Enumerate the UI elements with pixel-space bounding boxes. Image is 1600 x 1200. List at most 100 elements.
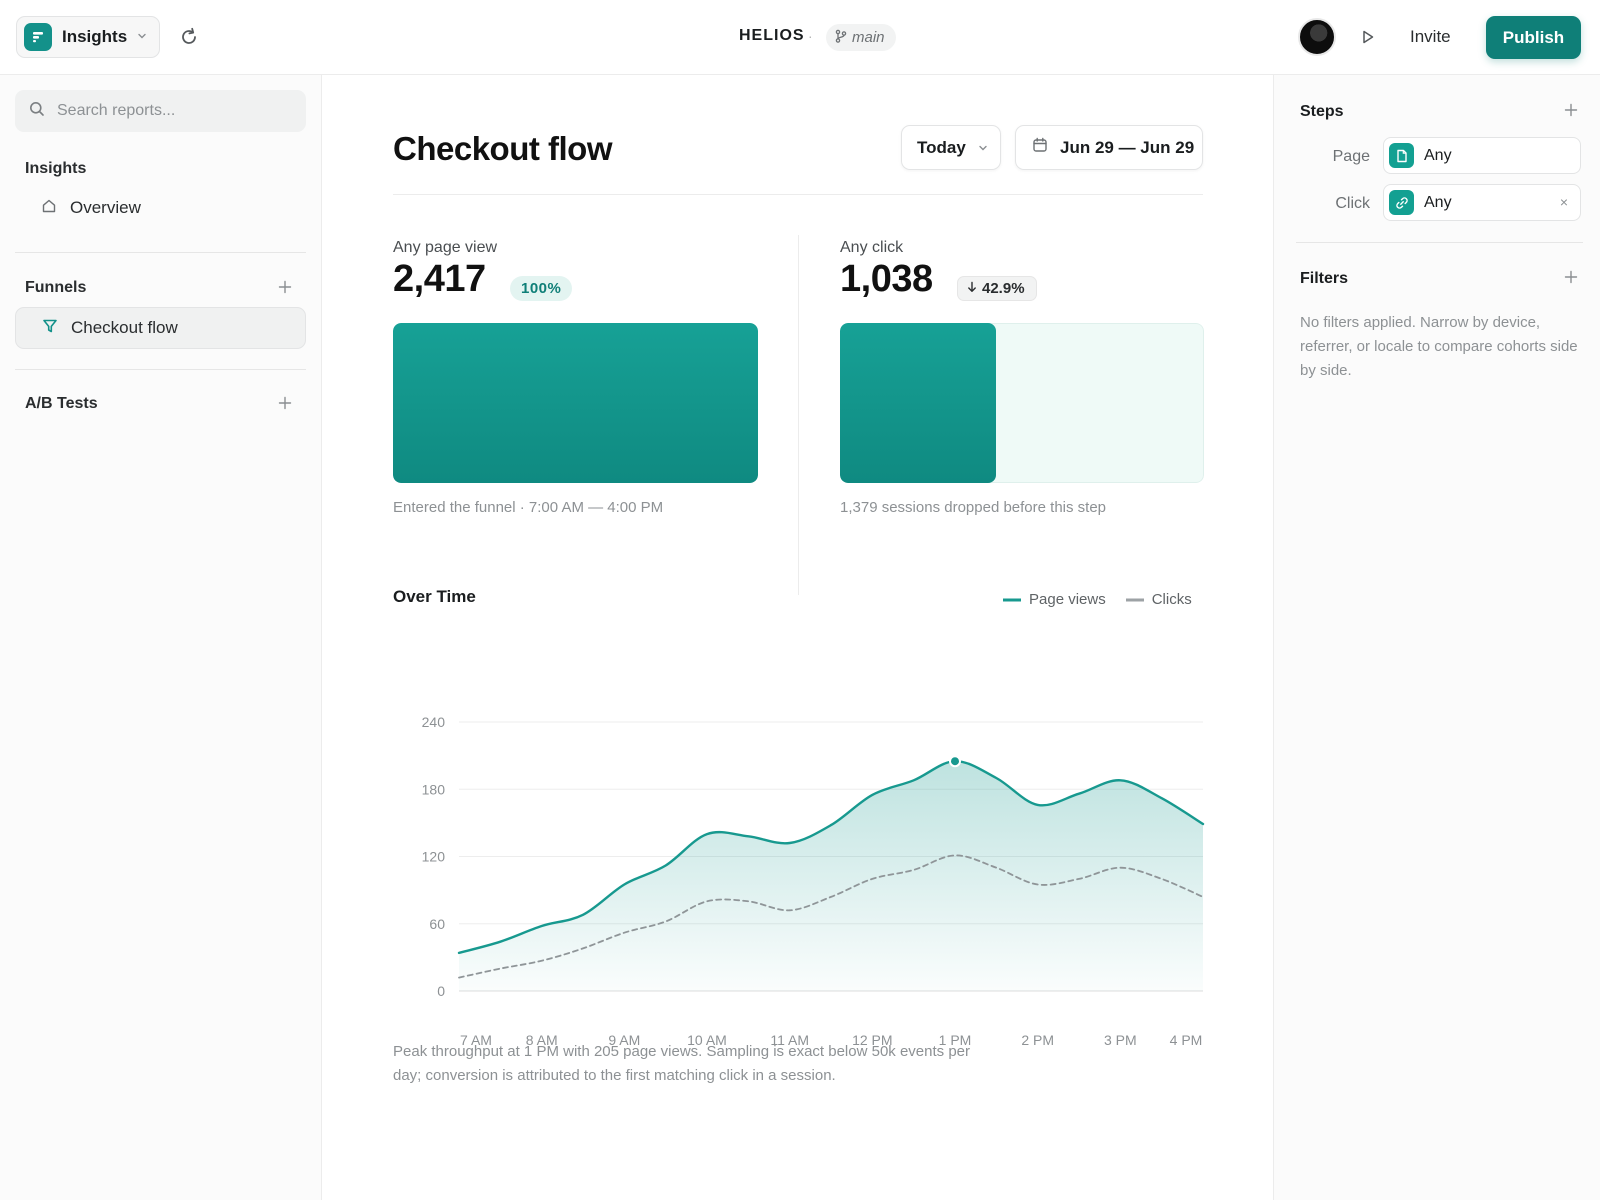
series-line-clicks xyxy=(458,854,1204,979)
legend-swatch xyxy=(1125,598,1144,601)
add-ab-test-icon[interactable] xyxy=(277,395,293,411)
legend-label: Page views xyxy=(1029,591,1106,608)
x-tick-label: 12 PM xyxy=(852,1032,892,1048)
sidebar-item-checkout-flow[interactable]: Checkout flow xyxy=(15,307,306,349)
avatar[interactable] xyxy=(1298,18,1336,56)
sidebar-item-overview[interactable]: Overview xyxy=(15,187,306,229)
main-content: Checkout flow Today Jun 29 — Jun 29 Any … xyxy=(323,75,1273,1200)
x-tick-label: 8 AM xyxy=(526,1032,558,1048)
funnel-bar[interactable] xyxy=(393,323,758,483)
legend-swatch xyxy=(1003,598,1021,601)
funnel-bar-fill xyxy=(840,323,997,483)
series-area-page-views xyxy=(459,761,1203,991)
insights-logo-icon xyxy=(24,23,52,51)
section-title-insights: Insights xyxy=(25,160,87,177)
clear-icon[interactable]: × xyxy=(1559,194,1568,210)
home-icon xyxy=(41,198,57,219)
app-switcher[interactable]: Insights xyxy=(16,16,160,58)
legend-item-clicks[interactable]: Clicks xyxy=(1125,591,1192,608)
sidebar-item-label: Overview xyxy=(70,198,141,217)
chart-note: Peak throughput at 1 PM with 205 page vi… xyxy=(393,1043,970,1084)
period-label: Today xyxy=(917,137,966,157)
refresh-icon[interactable] xyxy=(178,26,200,48)
over-time-chart: 0 60 120 180 240 7 AM 8 AM 9 AM 10 AM 11 AM 12 PM 1… xyxy=(422,714,1205,1048)
x-tick-label: 4 PM xyxy=(1170,1032,1203,1048)
chart-legend: Page views Clicks xyxy=(1003,591,1192,608)
dropoff-badge-text: 42.9% xyxy=(982,280,1025,297)
link-icon xyxy=(1389,190,1414,215)
series-line-page-views xyxy=(457,759,1205,955)
x-tick-label: 3 PM xyxy=(1104,1032,1137,1048)
step-label: Any page view xyxy=(393,239,498,256)
y-tick-label: 120 xyxy=(422,849,446,865)
sidebar-item-label: Checkout flow xyxy=(71,318,178,337)
divider xyxy=(393,194,1203,195)
step-note: 1,379 sessions dropped before this step xyxy=(840,499,1107,516)
arrow-down-icon xyxy=(967,280,977,297)
legend-label: Clicks xyxy=(1151,591,1192,608)
step-value: 2,417 xyxy=(393,258,486,300)
y-tick-label: 240 xyxy=(422,714,446,730)
x-tick-label: 10 AM xyxy=(687,1032,727,1048)
y-tick-label: 180 xyxy=(422,781,446,797)
search-input[interactable] xyxy=(57,102,287,120)
step-field-label: Page xyxy=(1332,148,1370,165)
step-page-select[interactable]: Any xyxy=(1383,137,1581,174)
x-tick-label: 7 AM xyxy=(460,1032,492,1048)
divider xyxy=(15,252,306,253)
divider xyxy=(798,235,799,595)
y-tick-label: 60 xyxy=(429,916,445,932)
chevron-down-icon xyxy=(137,31,147,44)
add-funnel-icon[interactable] xyxy=(277,279,293,295)
divider xyxy=(1296,242,1583,243)
chevron-down-icon xyxy=(978,138,988,158)
divider xyxy=(15,369,306,370)
step-note: Entered the funnel · 7:00 AM — 4:00 PM xyxy=(393,499,664,516)
funnel-icon xyxy=(42,318,58,339)
y-tick-label: 0 xyxy=(437,983,445,999)
step-field-value: Any xyxy=(1424,146,1452,164)
invite-button[interactable]: Invite xyxy=(1410,27,1451,46)
branch-badge[interactable]: main xyxy=(826,24,896,51)
period-select[interactable]: Today xyxy=(901,125,1001,170)
date-range-picker[interactable]: Jun 29 — Jun 29 xyxy=(1015,125,1203,170)
add-filter-icon[interactable] xyxy=(1563,269,1579,285)
search-box[interactable] xyxy=(15,90,306,132)
add-step-icon[interactable] xyxy=(1563,102,1579,118)
legend-item-page-views[interactable]: Page views xyxy=(1003,591,1106,608)
project-name: HELIOS xyxy=(739,27,805,44)
dropoff-badge: 42.9% xyxy=(957,276,1037,301)
steps-title: Steps xyxy=(1300,103,1344,120)
x-tick-label: 11 AM xyxy=(770,1032,809,1048)
step-field-label: Click xyxy=(1335,195,1370,212)
step-click-select[interactable]: Any × xyxy=(1383,184,1581,221)
filters-empty-note: No filters applied. Narrow by device, re… xyxy=(1300,314,1578,379)
step-field-value: Any xyxy=(1424,193,1452,211)
x-tick-label: 9 AM xyxy=(608,1032,640,1048)
x-tick-label: 2 PM xyxy=(1021,1032,1054,1048)
calendar-icon xyxy=(1032,137,1048,158)
right-panel: Steps Page Any Click Any × Filters No fi… xyxy=(1273,75,1600,1200)
section-title-ab-tests: A/B Tests xyxy=(25,395,98,412)
conversion-badge: 100% xyxy=(510,276,573,301)
funnel-bar-fill xyxy=(393,323,758,483)
page-icon xyxy=(1389,143,1414,168)
funnel-bar[interactable] xyxy=(840,323,1204,483)
step-value: 1,038 xyxy=(840,258,933,300)
step-label: Any click xyxy=(840,239,904,256)
publish-button[interactable]: Publish xyxy=(1486,16,1581,59)
highlight-point xyxy=(949,755,961,768)
play-icon[interactable] xyxy=(1360,29,1376,45)
date-range-label: Jun 29 — Jun 29 xyxy=(1060,137,1195,157)
app-name: Insights xyxy=(62,27,128,46)
top-bar: Insights HELIOS · main Invite Publish xyxy=(0,0,1600,75)
filters-title: Filters xyxy=(1300,270,1349,287)
separator: · xyxy=(808,28,813,44)
page-title: Checkout flow xyxy=(393,130,613,167)
branch-icon xyxy=(835,29,847,47)
x-tick-label: 1 PM xyxy=(939,1032,972,1048)
sidebar: Insights Overview Funnels Checkout flow … xyxy=(0,75,322,1200)
search-icon xyxy=(29,101,45,122)
section-title-funnels: Funnels xyxy=(25,279,87,296)
chart-title: Over Time xyxy=(393,587,476,606)
